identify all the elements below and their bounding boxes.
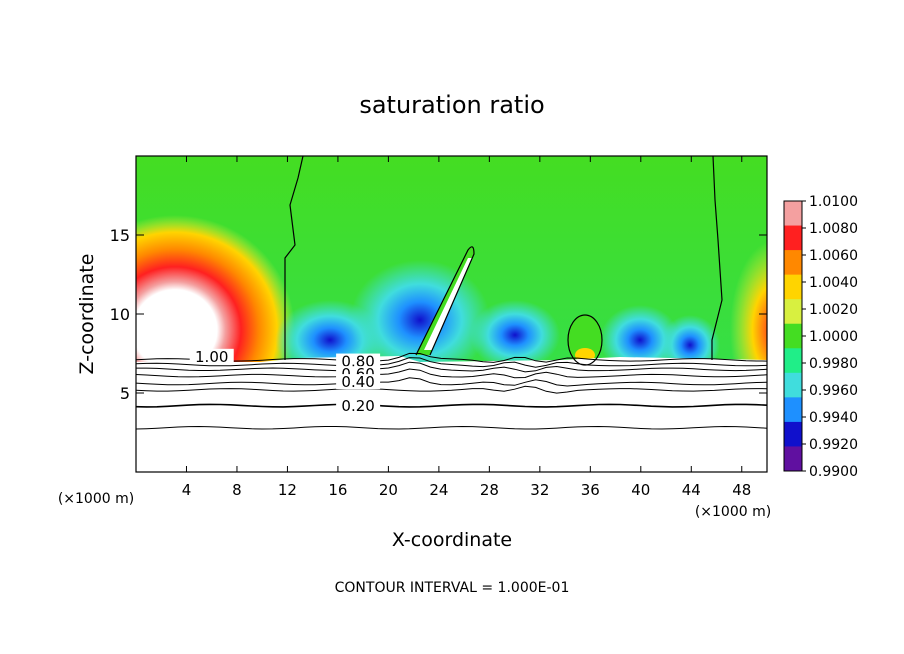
colorbar-swatch [784,274,802,300]
contour-1.00-left [284,156,304,360]
contour-line [136,377,767,387]
colorbar-label: 1.0020 [809,302,858,318]
x-tick-label: 20 [379,481,398,499]
colorbar-swatch [784,299,802,325]
field-cool-3 [470,300,560,370]
contour-label: 0.40 [341,373,374,391]
contour-line [136,385,767,394]
x-tick-label: 44 [682,481,701,499]
contour-lines [136,352,767,430]
colorbar-swatch [784,225,802,251]
x-tick-label: 16 [328,481,347,499]
contour-1.00-right [711,156,723,360]
x-tick-label: 40 [631,481,650,499]
colorbar-label: 0.9980 [809,356,858,372]
field-plume [416,246,474,355]
colorbar-swatch [784,250,802,276]
x-unit-right: (×1000 m) [695,504,771,520]
colorbar: 1.0100 1.0080 1.0060 1.0040 1.0020 1.0000 0.99… [783,194,858,480]
contour-plume [415,246,475,356]
x-axis-label: X-coordinate [392,529,512,551]
colorbar-label: 1.0100 [809,194,858,210]
contour-line [136,361,767,373]
x-tick-label: 24 [429,481,448,499]
x-tick-label: 48 [732,481,751,499]
colorbar-label: 1.0000 [809,329,858,345]
colorbar-swatch [784,372,802,398]
contour-line [136,368,767,379]
x-tick-label: 8 [232,481,242,499]
colorbar-label: 0.9960 [809,383,858,399]
x-tick-label: 32 [530,481,549,499]
x-unit-left: (×1000 m) [58,491,134,507]
contour-label: 0.80 [341,353,374,371]
contour-label: 0.20 [341,397,374,415]
colorbar-label: 1.0080 [809,221,858,237]
contour-label-bg [336,374,381,390]
colorbar-label: 1.0060 [809,248,858,264]
contour-line [136,357,767,368]
y-tick-label: 5 [120,384,130,403]
x-tick-label: 36 [581,481,600,499]
colorbar-label: 1.0040 [809,275,858,291]
colorbar-label: 0.9920 [809,437,858,453]
chart-title: saturation ratio [359,91,544,119]
colorbar-swatch [784,446,802,472]
contour-label: 1.00 [195,348,228,366]
colorbar-label: 0.9940 [809,410,858,426]
contour-label-bg [336,397,381,413]
colorbar-swatch [784,397,802,423]
contour-label-bg [189,348,234,364]
field-plume-core [424,258,472,350]
contour-interval-note: CONTOUR INTERVAL = 1.000E-01 [335,580,570,596]
contour-label-bg [336,353,381,369]
colorbar-swatch [784,421,802,447]
colorbar-swatch [784,201,802,227]
x-tick-label: 28 [480,481,499,499]
x-tick-label: 4 [182,481,192,499]
x-axis-ticks: 4 8 12 16 20 24 28 32 36 40 44 48 [182,156,751,499]
field-lower-layer [136,356,767,472]
x-tick-label: 12 [278,481,297,499]
colorbar-label: 0.9900 [809,464,858,480]
colorbar-swatch [784,348,802,374]
contour-line [136,425,767,430]
y-axis-ticks: 5 10 15 [110,226,767,403]
y-tick-label: 15 [110,226,130,245]
y-tick-label: 10 [110,305,130,324]
heatmap-field [136,156,767,472]
y-axis-label: Z-coordinate [76,254,98,375]
contour-labels: 1.000.800.600.400.20 [189,348,381,415]
contour-line [136,403,767,408]
contour-line [136,352,767,363]
colorbar-swatch [784,323,802,349]
